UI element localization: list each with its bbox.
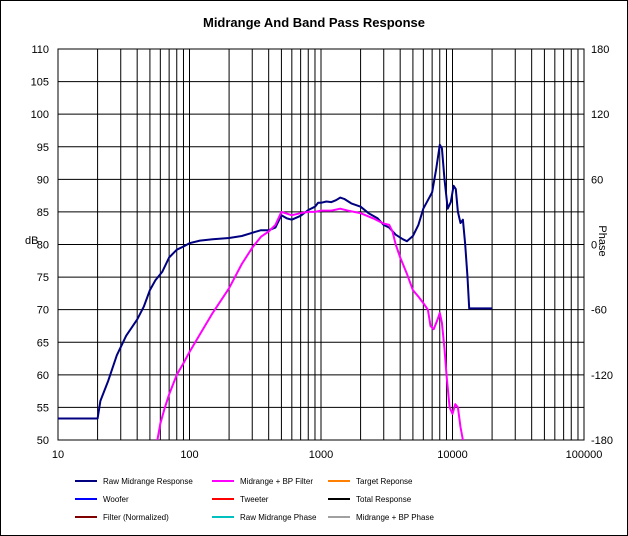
x-tick-label: 10000 [437,449,468,461]
horizontal-gridlines [58,81,584,408]
y-tick-label: 55 [37,402,49,414]
legend-label: Raw Midrange Response [103,477,193,486]
y-tick-label: 105 [31,77,49,89]
y-tick-label: 75 [37,272,49,284]
y2-tick-label: 60 [591,174,603,186]
series-line-midrange-bp-filter [156,207,464,440]
y2-tick-label: 120 [591,109,609,121]
y-tick-label: 90 [37,174,49,186]
series-line-raw-midrange-response [58,143,493,420]
x-tick-label: 100000 [566,449,603,461]
x-axis-ticks: 10 100 1000 10000 100000 [52,449,602,461]
y2-tick-label: -60 [591,305,607,317]
legend-label: Target Reponse [356,477,413,486]
y2-tick-label: 180 [591,44,609,56]
chart-title: Midrange And Band Pass Response [203,15,425,30]
legend: Raw Midrange Response Midrange + BP Filte… [75,477,434,522]
x-tick-label: 100 [180,449,198,461]
y2-tick-label: 0 [591,240,597,252]
y2-tick-label: -180 [591,435,613,447]
y-tick-label: 60 [37,370,49,382]
y-tick-label: 70 [37,305,49,317]
legend-label: Raw Midrange Phase [240,513,317,522]
y2-tick-label: -120 [591,370,613,382]
legend-label: Tweeter [240,495,269,504]
y-tick-label: 100 [31,109,49,121]
legend-label: Midrange + BP Filter [240,477,313,486]
legend-label: Midrange + BP Phase [356,513,434,522]
legend-label: Total Response [356,495,412,504]
series-layer [58,143,493,440]
y-tick-label: 80 [37,240,49,252]
y2-axis-label: Phase [596,225,608,256]
y-tick-label: 50 [37,435,49,447]
y2-axis-ticks: -180 -120 -60 0 60 120 180 [591,44,613,447]
y-tick-label: 65 [37,337,49,349]
y-axis-label: dB [25,235,38,247]
y-tick-label: 85 [37,207,49,219]
y-tick-label: 110 [31,44,49,56]
x-tick-label: 10 [52,449,64,461]
y-axis-ticks: 50 55 60 65 70 75 80 85 90 95 100 105 110 [31,44,49,447]
legend-label: Filter (Normalized) [103,513,169,522]
x-tick-label: 1000 [309,449,333,461]
plot-border [57,48,585,441]
legend-label: Woofer [103,495,129,504]
y-tick-label: 95 [37,142,49,154]
